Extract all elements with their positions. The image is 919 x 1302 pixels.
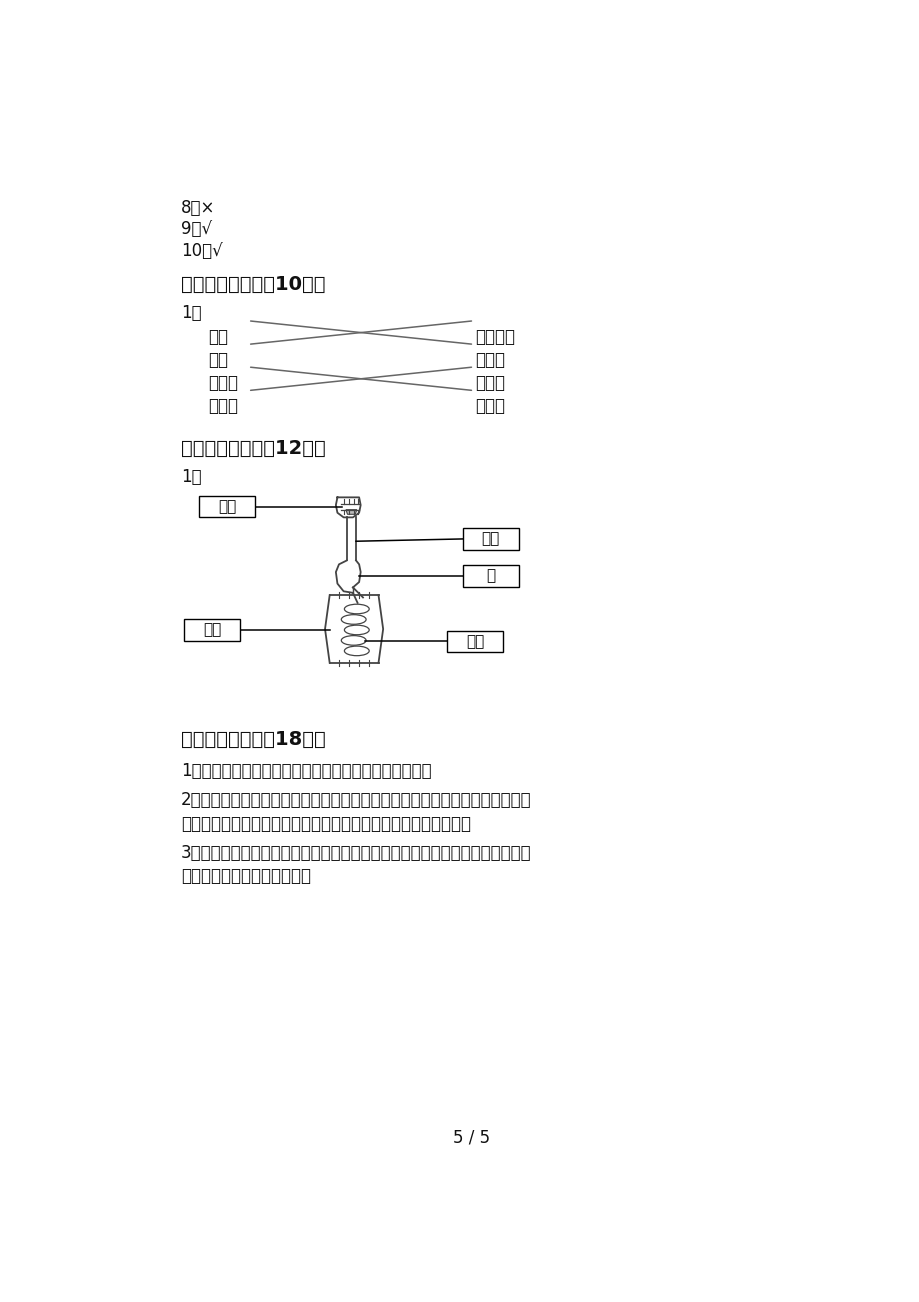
Text: 1、除去水中不溶解的杂质和细菌的过程叫做水的净化。: 1、除去水中不溶解的杂质和细菌的过程叫做水的净化。: [181, 762, 431, 780]
Bar: [447, 630, 503, 652]
Text: 金、银: 金、银: [208, 397, 238, 415]
Text: 五、图形题。（共12分）: 五、图形题。（共12分）: [181, 439, 325, 458]
Text: 食道: 食道: [482, 531, 499, 547]
Text: 一瞬间发热变烫，不仅小灯泡不能发光，电池也很快就会被损坏。: 一瞬间发热变烫，不仅小灯泡不能发光，电池也很快就会被损坏。: [181, 815, 471, 832]
Polygon shape: [346, 509, 357, 514]
Text: 1、: 1、: [181, 469, 201, 486]
Text: 5 / 5: 5 / 5: [452, 1129, 490, 1146]
Text: 10、√: 10、√: [181, 242, 222, 259]
Bar: [462, 529, 518, 549]
Text: 9、√: 9、√: [181, 220, 211, 238]
Text: 石膏: 石膏: [208, 328, 228, 346]
Text: 8、×: 8、×: [181, 199, 215, 216]
Text: 3、植树造林、宣传环保、轮作或休耕、退耕还林、不喷洒农药、不施化肥、施: 3、植树造林、宣传环保、轮作或休耕、退耕还林、不喷洒农药、不施化肥、施: [181, 844, 531, 862]
Text: 做铅笔芯: 做铅笔芯: [475, 328, 515, 346]
Text: 口腔: 口腔: [218, 499, 236, 514]
Bar: [184, 618, 240, 641]
Text: 点豆腐: 点豆腐: [475, 352, 505, 368]
Text: 大肠: 大肠: [202, 622, 221, 637]
Text: 小肠: 小肠: [466, 634, 484, 648]
Text: 胃: 胃: [486, 569, 495, 583]
Text: 1、: 1、: [181, 305, 201, 322]
Text: 农家肥等方法可以保护土壤。: 农家肥等方法可以保护土壤。: [181, 867, 311, 885]
Text: 金刚石: 金刚石: [208, 374, 238, 392]
Text: 做首饰: 做首饰: [475, 374, 505, 392]
Bar: [462, 565, 518, 587]
Text: 划玻璃: 划玻璃: [475, 397, 505, 415]
Text: 六、简答题。（共18分）: 六、简答题。（共18分）: [181, 730, 325, 749]
Text: 2、当电池的正负极被导线直接连接，就会发生短路。短路时，电池和导线会在: 2、当电池的正负极被导线直接连接，就会发生短路。短路时，电池和导线会在: [181, 792, 531, 810]
Text: 石墨: 石墨: [208, 352, 228, 368]
Bar: [199, 496, 255, 517]
Text: 四、连线题。（共10分）: 四、连线题。（共10分）: [181, 275, 325, 294]
